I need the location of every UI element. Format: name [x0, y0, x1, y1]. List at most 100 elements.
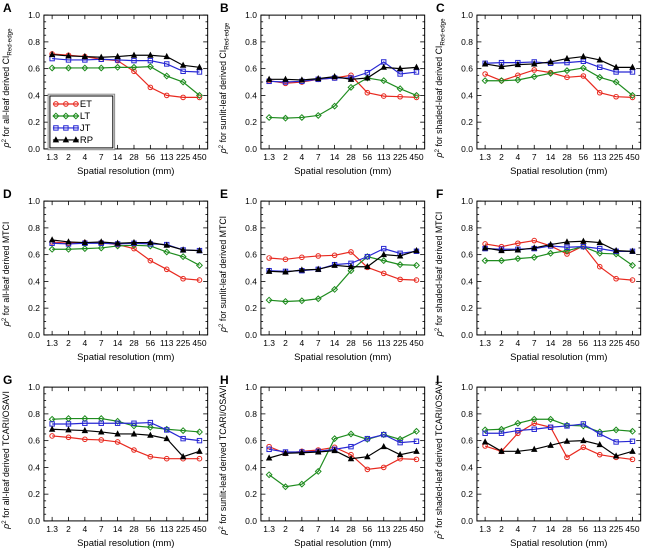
panel-G-plot: G 1.3 2 4 7 14 28 56 113 225 450 0.0 0.2 0.4 0.6 0.8 1.0…	[1, 373, 209, 549]
x-tick-label: 1.3	[480, 152, 492, 162]
y-axis-label: ρ2 for shaded-leaf derived CIRed-edge	[434, 18, 447, 159]
x-tick-label: 4	[516, 338, 521, 348]
diamond-marker	[52, 112, 60, 120]
triangle-marker	[163, 52, 170, 60]
legend-label: JT	[80, 123, 91, 134]
x-tick-label: 225	[176, 338, 190, 348]
square-marker	[98, 420, 104, 426]
triangle-marker	[613, 246, 620, 254]
triangle-marker	[498, 62, 506, 70]
x-tick-label: 1.3	[263, 152, 275, 162]
panel-letter: C	[436, 1, 445, 15]
triangle-marker	[196, 63, 203, 70]
x-tick-label: 225	[609, 524, 623, 534]
circle-marker	[413, 456, 419, 463]
triangle-marker	[531, 445, 538, 452]
circle-marker	[315, 253, 321, 259]
x-tick-label: 1.3	[263, 524, 275, 534]
triangle-marker	[48, 425, 56, 432]
y-tick-label: 1.0	[461, 382, 473, 392]
y-axis-label: ρ2 for sunlit-leaf derived CIRed-edge	[217, 22, 230, 154]
x-tick-label: 4	[516, 152, 521, 162]
diamond-marker	[347, 83, 355, 91]
x-axis-label: Spatial resolution (mm)	[77, 538, 174, 549]
square-marker	[147, 419, 154, 426]
diamond-marker	[514, 255, 522, 263]
y-tick-label: 0.4	[245, 90, 257, 100]
circle-marker	[380, 270, 387, 277]
circle-marker	[131, 245, 137, 252]
triangle-marker	[62, 136, 70, 143]
diamond-marker	[114, 417, 122, 425]
x-tick-label: 4	[299, 524, 304, 534]
diamond-marker	[48, 245, 56, 253]
legend-label: ET	[80, 99, 92, 110]
square-marker	[114, 420, 121, 426]
triangle-marker	[564, 437, 571, 444]
triangle-marker	[72, 136, 80, 143]
diamond-marker	[265, 296, 273, 304]
circle-marker	[147, 84, 154, 91]
x-tick-label: 7	[532, 338, 537, 348]
circle-marker	[630, 456, 636, 463]
x-tick-label: 450	[626, 524, 640, 534]
series-RP	[265, 246, 420, 275]
x-tick-label: 225	[176, 524, 190, 534]
triangle-marker	[396, 451, 403, 458]
panel-D-plot: D 1.3 2 4 7 14 28 56 113 225 450 0.0 0.2 0.4 0.6 0.8 1.0…	[1, 187, 209, 363]
series-line-ET	[52, 241, 200, 281]
series-line-LT	[268, 255, 417, 303]
panel-c: C 1.3 2 4 7 14 28 56 113 225 450 0.0 0.2 0.4 0.6 0.8 1.0…	[433, 0, 650, 186]
x-tick-label: 113	[160, 524, 174, 534]
series-JT	[266, 245, 419, 275]
circle-marker	[196, 277, 203, 283]
circle-marker	[196, 455, 203, 462]
diamond-marker	[629, 261, 637, 269]
x-tick-label: 56	[579, 152, 589, 162]
diamond-marker	[612, 78, 620, 86]
square-marker	[397, 439, 403, 446]
triangle-marker	[179, 61, 187, 68]
diamond-marker	[629, 427, 637, 435]
diamond-marker	[314, 111, 322, 119]
triangle-marker	[482, 60, 489, 67]
diamond-marker	[72, 112, 80, 120]
series-line-RP	[52, 239, 200, 252]
diamond-marker	[330, 102, 338, 110]
x-tick-label: 28	[129, 524, 139, 534]
diamond-marker	[498, 77, 506, 85]
triangle-marker	[347, 455, 354, 462]
panel-d: D 1.3 2 4 7 14 28 56 113 225 450 0.0 0.2 0.4 0.6 0.8 1.0…	[0, 186, 217, 372]
x-tick-label: 7	[99, 338, 104, 348]
triangle-marker	[265, 454, 272, 461]
triangle-marker	[147, 51, 154, 58]
series-line-JT	[485, 423, 633, 443]
panel-letter: D	[3, 187, 12, 201]
triangle-marker	[514, 447, 522, 454]
square-marker	[564, 244, 570, 250]
diamond-marker	[195, 261, 203, 269]
diamond-marker	[195, 428, 203, 436]
square-marker	[482, 430, 489, 436]
triangle-marker	[363, 74, 371, 81]
x-tick-label: 56	[362, 524, 372, 534]
triangle-marker	[130, 51, 138, 58]
circle-marker	[147, 453, 154, 460]
series-line-RP	[268, 250, 417, 273]
square-marker	[364, 253, 370, 260]
triangle-marker	[580, 52, 587, 60]
triangle-marker	[629, 63, 637, 70]
circle-marker	[597, 89, 603, 96]
diamond-marker	[97, 244, 105, 252]
x-tick-label: 14	[330, 338, 340, 348]
diamond-marker	[163, 248, 171, 256]
diamond-marker	[62, 112, 70, 120]
diamond-marker	[179, 78, 187, 86]
y-tick-label: 0.8	[28, 409, 40, 419]
x-tick-label: 28	[563, 338, 573, 348]
square-marker	[196, 437, 203, 444]
triangle-marker	[65, 52, 72, 59]
square-marker	[564, 423, 570, 429]
y-tick-label: 1.0	[245, 196, 257, 206]
square-marker	[164, 427, 170, 433]
